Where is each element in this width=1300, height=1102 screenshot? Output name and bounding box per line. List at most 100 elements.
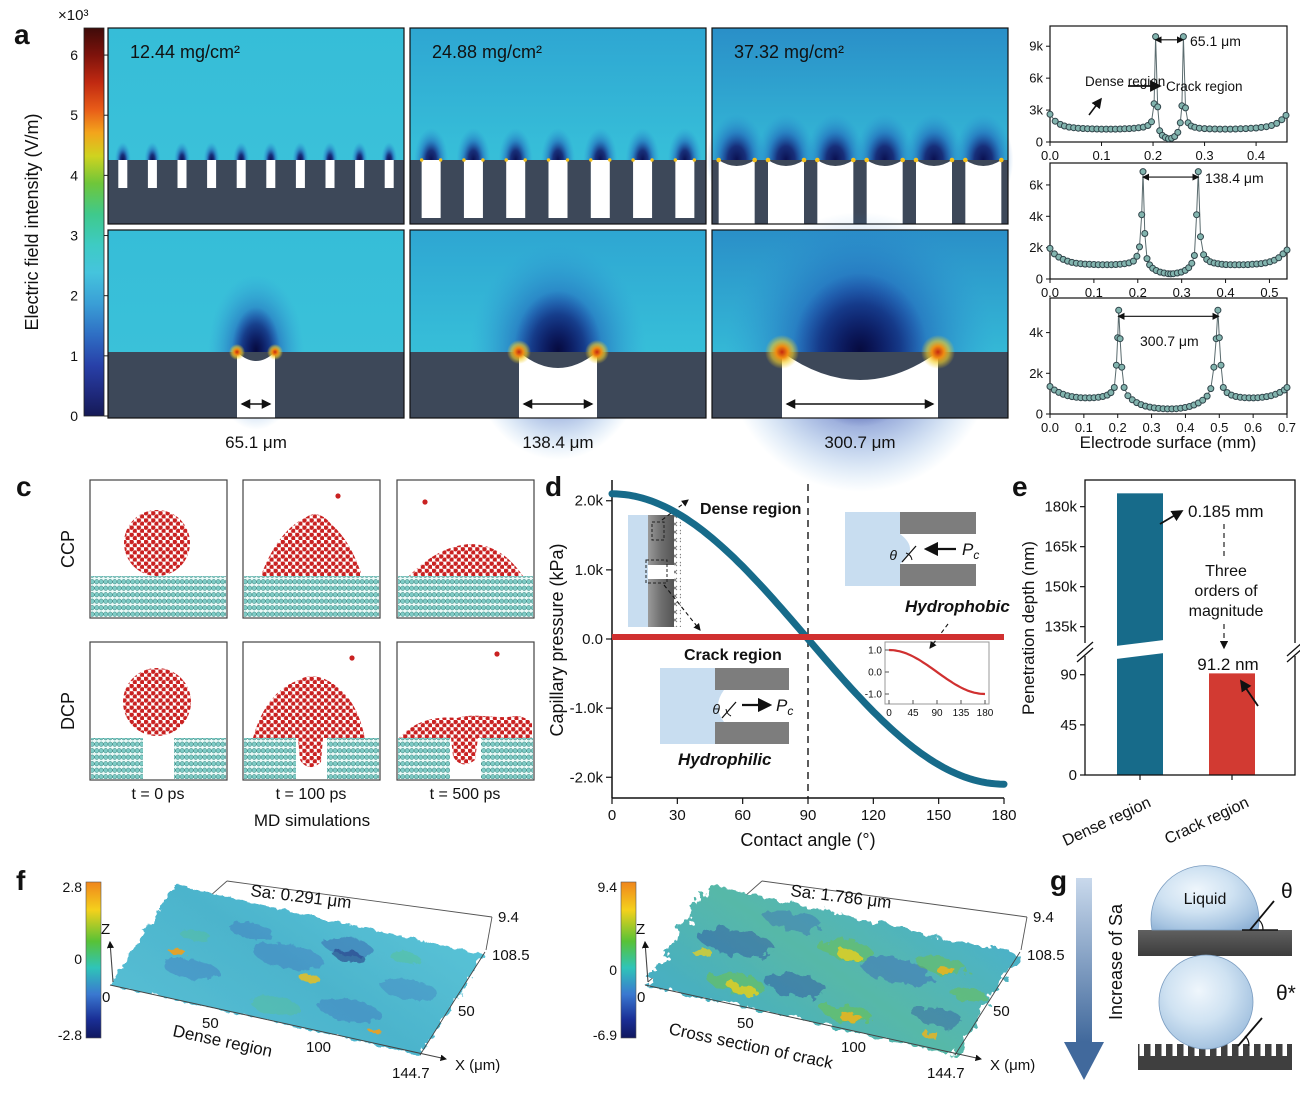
- x-tick: 100: [306, 1039, 331, 1056]
- field-sim-cracked-top-2: 37.32 mg/cm²: [706, 27, 1014, 225]
- dense-value: 0.185 mm: [1188, 502, 1264, 521]
- magnitude-line-1: Three: [1205, 563, 1247, 580]
- md-simulation-cells: [89, 479, 535, 781]
- x-tick: 0: [637, 989, 645, 1006]
- field-sim-cracked-top-0: 12.44 mg/cm²: [107, 27, 405, 225]
- theta-star-label: θ*: [1276, 982, 1296, 1005]
- crack-width-label: 300.7 μm: [824, 433, 895, 452]
- row-label-ccp: CCP: [58, 530, 78, 568]
- cb-tick: 2.8: [63, 879, 83, 895]
- time-label-500: t = 500 ps: [430, 786, 501, 803]
- x-tick: 0.3: [1143, 420, 1161, 435]
- y-tick: 108.5: [1027, 947, 1065, 964]
- panel-d-plot: 2.0k 1.0k 0.0 -1.0k -2.0k 0 30 60 90 120 150 180: [570, 480, 1017, 824]
- hydrophobic-label: Hydrophobic: [905, 597, 1010, 616]
- cb-tick: 9.4: [598, 879, 618, 895]
- panel-a-graphics: 6 5 4 3 2 1 0 12.44 mg/cm² 24.88 mg/cm² 37.32 mg/…: [70, 27, 1014, 492]
- z-top-tick: 9.4: [498, 909, 519, 926]
- x-tick: 60: [734, 807, 751, 824]
- crack-width-annotation: 65.1 μm: [1190, 33, 1241, 49]
- bar-dense-region: [1117, 493, 1163, 775]
- colorbar-tick: 3: [70, 228, 78, 244]
- time-label-0: t = 0 ps: [132, 786, 185, 803]
- x-tick: 0.0: [1041, 285, 1059, 300]
- crack-width-annotation: 300.7 μm: [1140, 333, 1199, 349]
- y-tick: 50: [993, 1003, 1010, 1020]
- x-tick: 0.0: [1041, 148, 1059, 163]
- surface-plot-crack: 9.4 0 -6.9 Z 0 50 100 144.7 X (: [593, 879, 1065, 1082]
- y-tick: 0: [1036, 135, 1043, 150]
- liquid-label: Liquid: [1184, 891, 1227, 908]
- colorbar-tick: 1: [70, 348, 78, 364]
- y-tick: 3k: [1029, 103, 1043, 118]
- y-tick: 6k: [1029, 177, 1043, 192]
- y-tick: 0: [1036, 407, 1043, 422]
- inset-x-tick: 180: [977, 708, 994, 719]
- y-tick: 108.5: [492, 947, 530, 964]
- colorbar-tick: 4: [70, 167, 78, 183]
- panel-a-label: a: [14, 19, 30, 50]
- loading-label: 24.88 mg/cm²: [432, 42, 542, 62]
- panel-d-xlabel: Contact angle (°): [740, 830, 875, 850]
- bar-category-dense: Dense region: [1060, 794, 1153, 850]
- crack-value: 91.2 nm: [1197, 655, 1258, 674]
- y-tick: 2k: [1029, 366, 1043, 381]
- panel-d-label: d: [545, 471, 562, 502]
- x-tick: 0: [608, 807, 616, 824]
- crack-pointer-arrow: [663, 584, 701, 631]
- hydrophobic-schematic: θ Pc Hydrophobic: [845, 512, 1010, 616]
- panel-f-label: f: [16, 865, 26, 896]
- y-tick: 4k: [1029, 325, 1043, 340]
- penetration-bar-chart: 135k 150k 165k 180k 0 45 90: [1044, 479, 1300, 784]
- cb-tick: 0: [74, 951, 82, 967]
- liquid-droplet-cassie: [1158, 954, 1254, 1050]
- magnitude-line-3: magnitude: [1189, 603, 1264, 620]
- magnitude-line-2: orders of: [1194, 583, 1258, 600]
- hydrophilic-schematic: θ Pc Hydrophilic: [660, 668, 793, 769]
- x-tick: 0.6: [1244, 420, 1262, 435]
- x-tick: 0.3: [1173, 285, 1191, 300]
- md-cell-dcp-t500: [396, 641, 535, 781]
- cb-tick: -2.8: [58, 1027, 82, 1043]
- row-label-dcp: DCP: [58, 692, 78, 730]
- x-tick: 180: [991, 807, 1016, 824]
- x-tick: 0.5: [1210, 420, 1228, 435]
- x-tick: 0.2: [1109, 420, 1127, 435]
- x-tick: 0.4: [1247, 148, 1265, 163]
- x-tick: 0.7: [1278, 420, 1296, 435]
- cb-tick: -6.9: [593, 1027, 617, 1043]
- z-axis-label: Z: [636, 921, 645, 938]
- inset-cos-curve: [888, 648, 986, 696]
- z-top-tick: 9.4: [1033, 909, 1054, 926]
- x-tick: 0.1: [1075, 420, 1093, 435]
- loading-label: 37.32 mg/cm²: [734, 42, 844, 62]
- md-cell-ccp-t100: [242, 479, 381, 619]
- colorbar-tick: 5: [70, 107, 78, 123]
- inset-x-tick: 0: [886, 708, 892, 719]
- x-tick: 0: [102, 989, 110, 1006]
- x-tick: 100: [841, 1039, 866, 1056]
- panel-e-label: e: [1012, 471, 1028, 502]
- field-sim-crack-zoom-2: 300.7 μm: [711, 212, 1009, 492]
- panel-e-ylabel: Penetration depth (nm): [1019, 541, 1038, 715]
- y-tick: 165k: [1044, 539, 1077, 556]
- x-axis-label: X (μm): [455, 1057, 500, 1074]
- pc-symbol: Pc: [962, 540, 979, 562]
- y-tick: 45: [1060, 717, 1077, 734]
- md-cell-ccp-t500: [396, 479, 535, 619]
- cb-tick: 0: [609, 962, 617, 978]
- md-cell-dcp-t0: [89, 641, 228, 781]
- x-tick: 150: [926, 807, 951, 824]
- y-tick: 1.0k: [575, 562, 604, 579]
- x-tick: 90: [800, 807, 817, 824]
- hydrophilic-label: Hydrophilic: [678, 750, 772, 769]
- theta-label: θ: [1281, 880, 1293, 903]
- x-tick: 0.5: [1260, 285, 1278, 300]
- increase-sa-arrow: [1064, 878, 1104, 1080]
- dense-value-arrow: [1159, 510, 1184, 525]
- y-tick: 0.0: [582, 631, 603, 648]
- y-tick: 0: [1036, 272, 1043, 287]
- bar-crack-region: [1209, 673, 1255, 775]
